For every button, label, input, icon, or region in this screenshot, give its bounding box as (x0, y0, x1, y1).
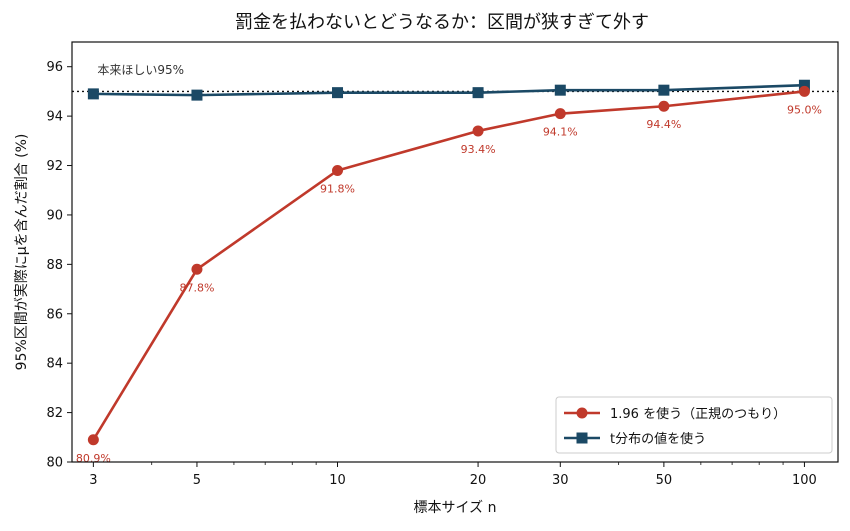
data-point (798, 85, 810, 97)
x-tick-label: 3 (89, 473, 97, 488)
x-tick-label: 20 (470, 473, 487, 488)
x-tick-label: 100 (792, 473, 817, 488)
data-point (798, 79, 810, 91)
legend-marker (576, 407, 588, 419)
data-label: 94.1% (543, 126, 578, 139)
data-label: 91.8% (320, 182, 355, 195)
x-axis-title: 標本サイズ n (414, 500, 497, 516)
chart-title: 罰金を払わないとどうなるか：区間が狭すぎて外す (235, 12, 649, 33)
y-tick-label: 82 (46, 406, 63, 421)
data-point (332, 87, 344, 99)
y-tick-label: 86 (46, 307, 63, 322)
data-label: 87.8% (179, 281, 214, 294)
x-tick-label: 10 (329, 473, 346, 488)
reference-line-group: 本来ほしい95% (72, 63, 838, 93)
x-tick-label: 30 (552, 473, 569, 488)
plot-area-frame (71, 41, 839, 463)
data-label: 94.4% (646, 118, 681, 131)
legend-box (555, 396, 833, 454)
data-point (332, 164, 344, 176)
data-point (554, 84, 566, 96)
legend-entry-label: 1.96 を使う（正規のつもり） (610, 406, 786, 422)
legend-marker (576, 432, 588, 444)
data-point (658, 84, 670, 96)
reference-line-label: 本来ほしい95% (97, 63, 184, 77)
axes-group: 3 5 10 20 30 50 100 80 82 84 86 88 90 92 94 96 (46, 60, 816, 488)
data-point (554, 108, 566, 120)
data-point (87, 88, 99, 100)
legend: 1.96 を使う（正規のつもり） t分布の値を使う (555, 396, 833, 454)
data-label: 93.4% (461, 143, 496, 156)
data-point (472, 87, 484, 99)
x-tick-label: 5 (193, 473, 201, 488)
series-group (87, 79, 810, 446)
y-tick-label: 84 (46, 357, 63, 372)
y-tick-label: 80 (46, 456, 63, 471)
data-label: 95.0% (787, 103, 822, 116)
legend-entry-label: t分布の値を使う (610, 431, 706, 447)
y-tick-label: 96 (46, 60, 63, 75)
y-tick-label: 88 (46, 258, 63, 273)
x-tick-label: 50 (656, 473, 673, 488)
y-axis-title: 95%区間が実際にμを含んだ割合 (%) (13, 134, 30, 371)
data-point (191, 89, 203, 101)
data-point (191, 263, 203, 275)
data-point (87, 434, 99, 446)
y-tick-label: 94 (46, 110, 63, 125)
y-tick-label: 92 (46, 159, 63, 174)
y-tick-label: 90 (46, 208, 63, 223)
data-point (472, 125, 484, 137)
data-point (658, 100, 670, 112)
